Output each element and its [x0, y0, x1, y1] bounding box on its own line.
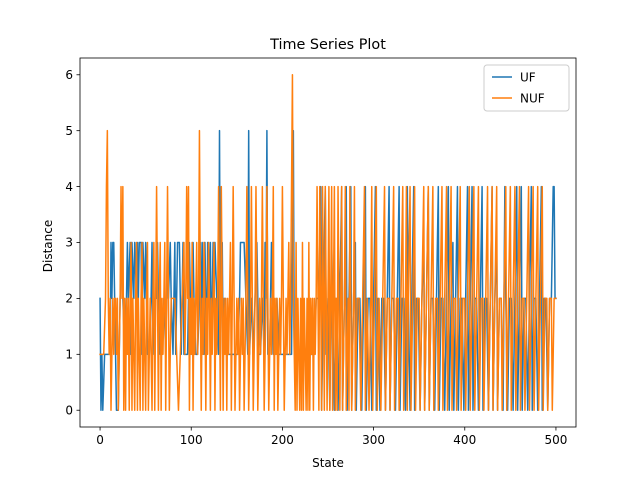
- x-tick-label: 300: [362, 433, 385, 447]
- series-line-nuf: [99, 74, 557, 411]
- y-tick-label: 5: [65, 124, 73, 138]
- x-axis-label: State: [312, 456, 344, 470]
- x-tick-label: 100: [180, 433, 203, 447]
- y-tick-label: 0: [65, 403, 73, 417]
- plot-area: [99, 74, 557, 411]
- x-tick-label: 500: [544, 433, 567, 447]
- x-tick-label: 400: [453, 433, 476, 447]
- legend: UF NUF: [483, 64, 570, 112]
- y-axis-ticks: 0 1 2 3 4 5 6: [65, 68, 80, 417]
- y-tick-label: 1: [65, 348, 73, 362]
- y-axis-label: Distance: [41, 220, 55, 272]
- y-tick-label: 2: [65, 292, 73, 306]
- y-tick-label: 6: [65, 68, 73, 82]
- y-tick-label: 3: [65, 236, 73, 250]
- x-tick-label: 200: [271, 433, 294, 447]
- legend-label-uf: UF: [520, 70, 536, 84]
- y-tick-label: 4: [65, 180, 73, 194]
- x-axis-ticks: 0 100 200 300 400 500: [96, 427, 567, 447]
- x-tick-label: 0: [96, 433, 104, 447]
- chart-title: Time Series Plot: [269, 37, 386, 53]
- legend-label-nuf: NUF: [520, 91, 545, 105]
